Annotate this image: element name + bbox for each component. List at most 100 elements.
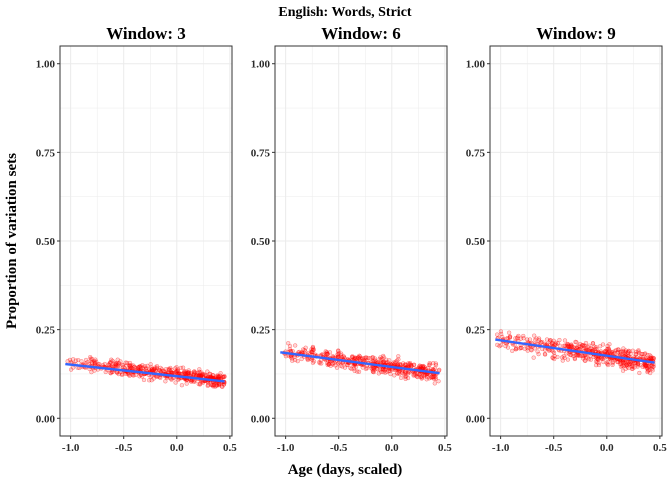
data-point	[495, 342, 500, 348]
data-point	[287, 347, 292, 352]
panel-3: 0.00 0.25 0.50 0.75 1.00 -1.0 -0.5 0.0 0.5 Window…	[466, 24, 668, 454]
x-tick-label: 0.5	[438, 442, 452, 454]
data-point	[185, 370, 190, 375]
data-point	[406, 369, 411, 375]
trend-line	[65, 362, 225, 383]
data-point	[293, 343, 298, 348]
x-tick-label: 0.0	[385, 442, 399, 454]
data-point	[411, 362, 417, 367]
data-point	[505, 345, 511, 350]
data-point	[208, 374, 213, 380]
data-point	[643, 351, 648, 356]
data-point	[305, 357, 311, 363]
data-point	[136, 365, 141, 370]
data-point	[562, 338, 568, 343]
data-point	[590, 341, 596, 346]
data-point	[510, 348, 515, 353]
x-tick-label: -0.5	[545, 442, 563, 454]
data-point	[89, 369, 94, 375]
data-point	[583, 340, 589, 346]
data-point	[181, 370, 186, 376]
data-point	[197, 367, 202, 372]
data-point	[217, 375, 222, 380]
data-point	[427, 361, 432, 366]
data-point	[564, 351, 569, 356]
data-point	[388, 371, 393, 377]
data-point	[370, 355, 375, 360]
x-tick-label: -1.0	[492, 442, 510, 454]
data-point	[626, 348, 631, 353]
data-point	[636, 348, 641, 353]
data-point	[216, 383, 222, 388]
data-point	[588, 346, 593, 351]
data-point	[432, 366, 438, 371]
data-point	[376, 371, 382, 376]
data-point	[506, 330, 512, 335]
data-point	[429, 374, 434, 379]
data-point	[353, 356, 358, 361]
data-point	[542, 351, 548, 357]
data-point	[148, 362, 153, 367]
data-point	[382, 359, 387, 364]
data-point	[120, 371, 125, 377]
x-tick-label: -0.5	[330, 442, 348, 454]
data-point	[417, 364, 422, 369]
x-tick-label: 0.0	[170, 442, 184, 454]
data-point	[393, 359, 398, 364]
data-point	[116, 361, 122, 366]
x-tick-label: -0.5	[115, 442, 133, 454]
y-tick-label: 1.00	[36, 59, 56, 71]
data-point	[149, 378, 154, 383]
data-point	[154, 364, 160, 369]
data-point	[640, 355, 646, 360]
data-point	[608, 357, 613, 362]
data-point	[495, 332, 500, 337]
data-point	[192, 369, 197, 374]
data-point	[522, 346, 527, 351]
data-point	[123, 360, 128, 365]
data-point	[130, 372, 135, 378]
data-point	[529, 348, 534, 353]
data-point	[424, 377, 429, 382]
data-point	[392, 373, 397, 378]
y-tick-label: 0.25	[36, 325, 56, 337]
data-point	[596, 362, 602, 368]
y-tick-label: 0.50	[36, 236, 56, 248]
data-point	[637, 370, 642, 376]
data-point	[527, 337, 533, 342]
data-point	[149, 365, 154, 370]
data-point	[402, 362, 408, 367]
data-point	[513, 336, 518, 341]
data-point	[67, 357, 73, 363]
data-point	[618, 359, 623, 364]
y-tick-label: 0.00	[36, 413, 56, 425]
data-point	[572, 356, 577, 361]
data-point	[153, 368, 158, 373]
y-tick-label: 1.00	[251, 59, 271, 71]
data-point	[536, 351, 541, 357]
data-point	[195, 372, 200, 378]
data-point	[220, 374, 225, 380]
data-point	[629, 361, 634, 366]
data-point	[576, 353, 581, 358]
panel-strip-label: Window: 9	[536, 24, 616, 43]
data-point	[287, 343, 293, 349]
data-point	[197, 382, 203, 387]
y-tick-label: 0.75	[466, 147, 486, 159]
data-point	[601, 359, 606, 365]
data-point	[290, 358, 295, 363]
data-point	[120, 363, 126, 368]
data-point	[513, 347, 518, 352]
x-tick-label: 0.0	[600, 442, 614, 454]
panel-1: 0.00 0.25 0.50 0.75 1.00 -1.0 -0.5 0.0 0.5 Window…	[36, 24, 238, 454]
data-point	[398, 375, 404, 381]
data-point	[605, 343, 610, 349]
data-point	[497, 344, 502, 349]
data-point	[555, 341, 561, 346]
data-point	[131, 365, 137, 370]
data-point	[648, 354, 654, 359]
data-point	[551, 338, 556, 343]
x-axis-label: Age (days, scaled)	[288, 462, 403, 478]
data-point	[83, 357, 89, 363]
